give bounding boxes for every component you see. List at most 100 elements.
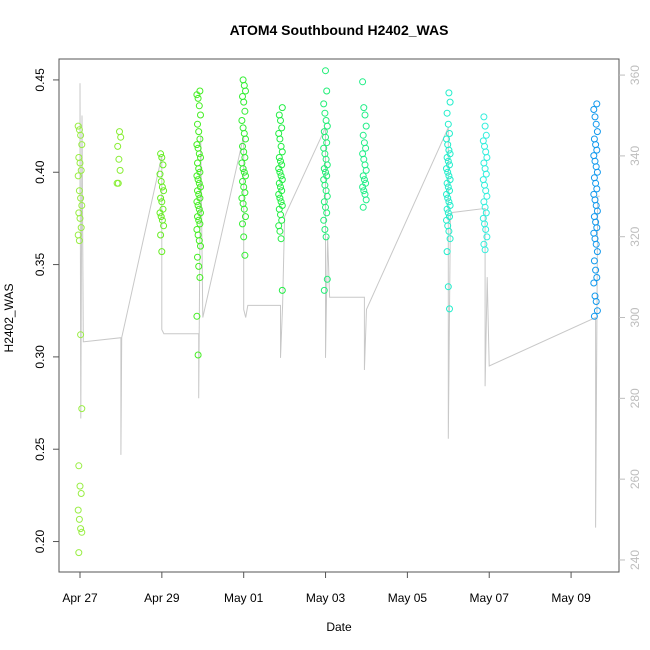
data-point [361,111,369,119]
data-point [276,135,284,143]
data-point [159,161,167,169]
data-point [593,248,601,256]
data-point [322,168,329,176]
data-point [592,266,600,274]
data-point [276,227,284,235]
data-point [241,107,249,115]
data-point [593,100,601,108]
overlay-series-line [79,83,600,528]
data-point [322,67,329,75]
data-point [116,128,123,136]
data-point [483,192,491,200]
data-point [77,166,85,174]
data-point [277,117,284,124]
data-point [195,205,203,213]
data-point [239,93,246,100]
y-tick-label: 0.45 [33,68,47,92]
plot-frame [58,58,620,573]
data-point [360,155,368,163]
data-point [320,165,328,173]
data-point [590,229,598,237]
data-point [482,170,490,178]
data-point [275,154,283,161]
y-tick-label: 0.20 [33,530,47,554]
data-point [194,176,202,184]
data-point [590,312,598,320]
data-point [443,190,450,198]
data-point [114,179,122,187]
data-point [443,248,451,256]
data-point [242,172,249,180]
data-point [360,104,368,112]
data-point [78,202,86,209]
data-point [320,286,328,294]
data-point [195,128,203,136]
data-point [158,198,166,206]
data-point [194,213,201,221]
data-point [593,128,601,136]
data-point [158,183,166,191]
data-point [238,117,246,124]
data-point [592,141,600,149]
data-point [239,220,246,228]
data-point [359,172,367,180]
data-point [593,224,601,232]
data-point [479,137,487,145]
data-point [75,209,83,217]
data-point [193,141,201,149]
overlay-line-layer [79,83,600,528]
data-point [444,222,452,230]
data-point [444,157,452,165]
data-point [590,190,598,198]
data-point [590,213,598,221]
data-point [443,179,451,187]
data-point [196,135,204,143]
data-point [277,198,285,206]
data-point [77,331,85,339]
data-point [195,165,203,173]
data-point [320,216,328,224]
data-point [446,235,454,243]
data-point [74,506,82,514]
x-tick-label: May 03 [306,591,346,605]
data-point [157,231,165,239]
data-point [590,257,598,265]
data-point [239,200,247,208]
data-point [277,172,285,180]
data-point [482,187,490,195]
data-point [591,196,599,204]
data-point [590,279,598,287]
x-tick-label: Apr 27 [62,591,98,605]
data-point [445,172,453,180]
chart-title: ATOM4 Southbound H2402_WAS [230,22,449,38]
data-point [242,87,249,95]
data-point [444,283,452,291]
data-point [195,262,203,270]
data-point [158,154,166,161]
data-point [590,135,598,143]
data-point [320,100,328,108]
data-point [592,163,600,171]
data-point [242,135,249,143]
data-point [362,122,370,130]
y2-tick-label: 240 [628,550,642,570]
data-point [359,78,367,86]
data-point [445,89,453,97]
data-point [195,237,203,245]
y-tick-label: 0.35 [33,253,47,277]
data-point [481,246,489,254]
data-point [160,187,168,195]
data-point [193,198,201,206]
x-tick-label: May 01 [224,591,264,605]
y2-tick-label: 300 [628,307,642,327]
x-axis: Apr 27 Apr 29 May 01 May 03 May 05 May 07 May … [62,572,591,605]
data-point [75,187,83,195]
data-point [78,528,86,536]
data-point [590,106,598,113]
data-point [480,198,488,206]
data-point [483,154,491,161]
data-point [592,298,600,305]
data-point [76,214,84,222]
y-tick-label: 0.25 [33,437,47,461]
data-point [194,253,201,261]
